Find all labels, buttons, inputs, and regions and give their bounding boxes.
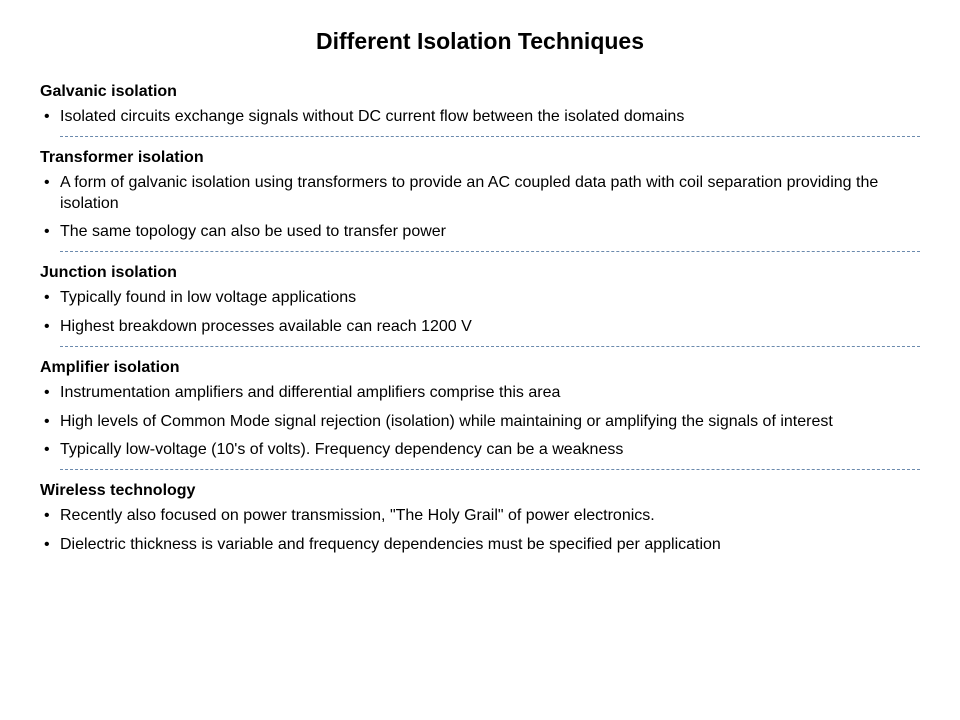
bullet-list: Recently also focused on power transmiss… bbox=[40, 506, 920, 556]
section-amplifier: Amplifier isolation Instrumentation ampl… bbox=[40, 359, 920, 461]
bullet-list: Instrumentation amplifiers and different… bbox=[40, 383, 920, 461]
section-divider bbox=[60, 251, 920, 252]
bullet-list: Typically found in low voltage applicati… bbox=[40, 288, 920, 338]
section-junction: Junction isolation Typically found in lo… bbox=[40, 264, 920, 338]
bullet-list: A form of galvanic isolation using trans… bbox=[40, 173, 920, 243]
section-divider bbox=[60, 469, 920, 470]
bullet-list: Isolated circuits exchange signals witho… bbox=[40, 107, 920, 128]
bullet-item: Isolated circuits exchange signals witho… bbox=[44, 107, 920, 128]
bullet-item: The same topology can also be used to tr… bbox=[44, 222, 920, 243]
bullet-item: Typically low-voltage (10's of volts). F… bbox=[44, 440, 920, 461]
section-heading: Galvanic isolation bbox=[40, 83, 920, 101]
bullet-item: Dielectric thickness is variable and fre… bbox=[44, 535, 920, 556]
section-heading: Transformer isolation bbox=[40, 149, 920, 167]
bullet-item: A form of galvanic isolation using trans… bbox=[44, 173, 920, 215]
section-divider bbox=[60, 136, 920, 137]
bullet-item: High levels of Common Mode signal reject… bbox=[44, 412, 920, 433]
section-divider bbox=[60, 346, 920, 347]
page-title: Different Isolation Techniques bbox=[40, 28, 920, 55]
section-heading: Amplifier isolation bbox=[40, 359, 920, 377]
section-galvanic: Galvanic isolation Isolated circuits exc… bbox=[40, 83, 920, 128]
bullet-item: Instrumentation amplifiers and different… bbox=[44, 383, 920, 404]
section-wireless: Wireless technology Recently also focuse… bbox=[40, 482, 920, 556]
bullet-item: Highest breakdown processes available ca… bbox=[44, 317, 920, 338]
section-heading: Junction isolation bbox=[40, 264, 920, 282]
bullet-item: Recently also focused on power transmiss… bbox=[44, 506, 920, 527]
section-heading: Wireless technology bbox=[40, 482, 920, 500]
bullet-item: Typically found in low voltage applicati… bbox=[44, 288, 920, 309]
section-transformer: Transformer isolation A form of galvanic… bbox=[40, 149, 920, 243]
